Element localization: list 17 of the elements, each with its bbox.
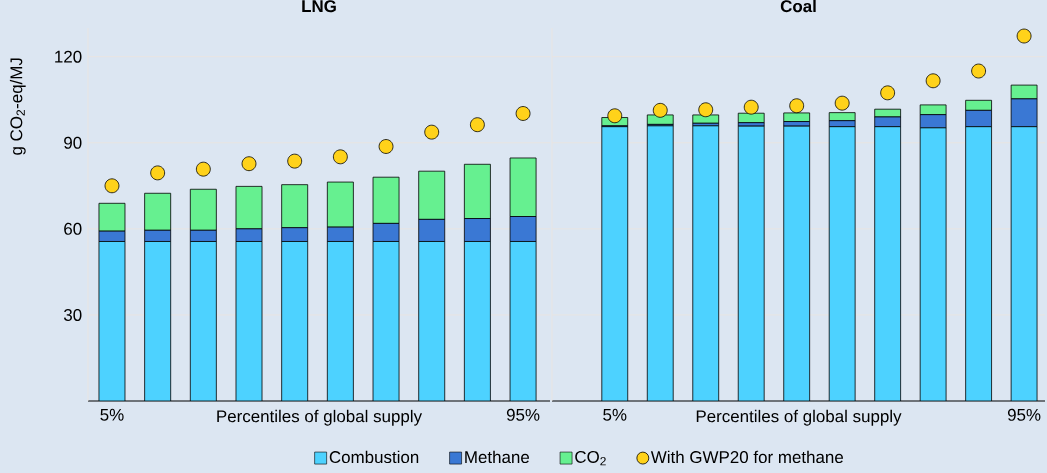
chart-title: LNG <box>302 0 336 13</box>
legend-label: Methane <box>465 450 530 464</box>
x-tick-label: 5% <box>603 408 627 421</box>
y-tick-label: 90 <box>64 136 82 149</box>
x-axis-title: Percentiles of global supply <box>217 409 423 426</box>
legend-label: CO$_{2}$ <box>575 450 606 466</box>
chart-title: Coal <box>780 0 816 13</box>
x-axis-title: Percentiles of global supply <box>696 409 902 426</box>
x-tick-label: 95% <box>506 408 540 421</box>
y-tick-label: 30 <box>63 308 82 321</box>
y-tick-label: 120 <box>55 50 82 63</box>
y-axis-title: g CO$_{2}$-eq/MJ <box>9 58 26 155</box>
legend-label: Combustion <box>329 450 419 464</box>
x-tick-label: 5% <box>100 408 124 421</box>
y-tick-label: 60 <box>64 222 82 235</box>
legend-label: With GWP20 for methane <box>650 450 843 464</box>
x-tick-label: 95% <box>1007 408 1041 421</box>
